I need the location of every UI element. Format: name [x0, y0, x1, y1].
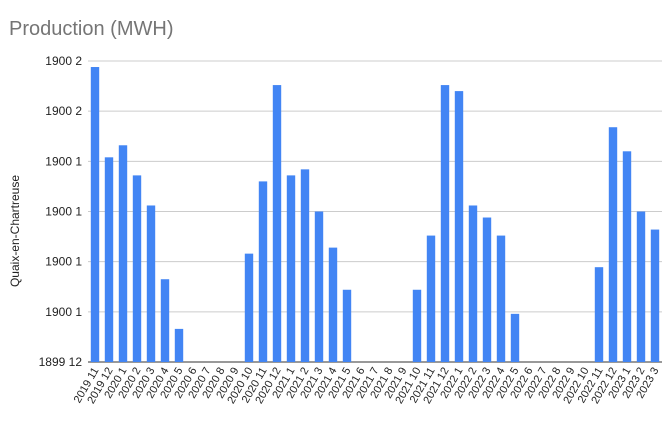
bar	[272, 85, 282, 362]
bar	[412, 289, 422, 362]
y-tick-label: 1900 1	[45, 154, 82, 168]
bar	[426, 235, 436, 362]
y-tick-label: 1899 12	[39, 355, 83, 369]
y-tick-label: 1900 1	[45, 205, 82, 219]
y-axis-label: Quaix-en-Chartreuse	[8, 175, 22, 287]
bar	[244, 253, 254, 362]
bar	[510, 313, 520, 362]
bar	[118, 145, 128, 362]
y-axis-ticks: 1899 12 1900 1 1900 1 1900 1 1900 1 1900 2 190…	[39, 54, 83, 369]
bar	[454, 91, 464, 362]
bar	[174, 328, 184, 362]
bar	[650, 229, 660, 362]
bar	[104, 157, 114, 362]
y-tick-label: 1900 2	[45, 104, 82, 118]
bar	[160, 279, 170, 362]
bar	[622, 151, 632, 362]
bar	[636, 211, 646, 362]
bar	[594, 267, 604, 362]
bar	[440, 85, 450, 362]
bar	[90, 67, 100, 363]
bar	[258, 181, 268, 362]
bar	[468, 205, 478, 362]
y-tick-label: 1900 1	[45, 305, 82, 319]
bar	[482, 217, 492, 362]
bar	[286, 175, 296, 362]
bar	[300, 169, 310, 362]
y-tick-label: 1900 1	[45, 255, 82, 269]
bar	[146, 205, 156, 362]
y-tick-label: 1900 2	[45, 54, 82, 68]
gridlines	[88, 60, 662, 363]
bar	[496, 235, 506, 362]
bar	[314, 211, 324, 362]
bars	[90, 67, 660, 363]
chart-title: Production (MWH)	[9, 18, 174, 40]
bar	[132, 175, 142, 362]
bar	[328, 247, 338, 362]
bar	[342, 289, 352, 362]
bar	[608, 127, 618, 362]
